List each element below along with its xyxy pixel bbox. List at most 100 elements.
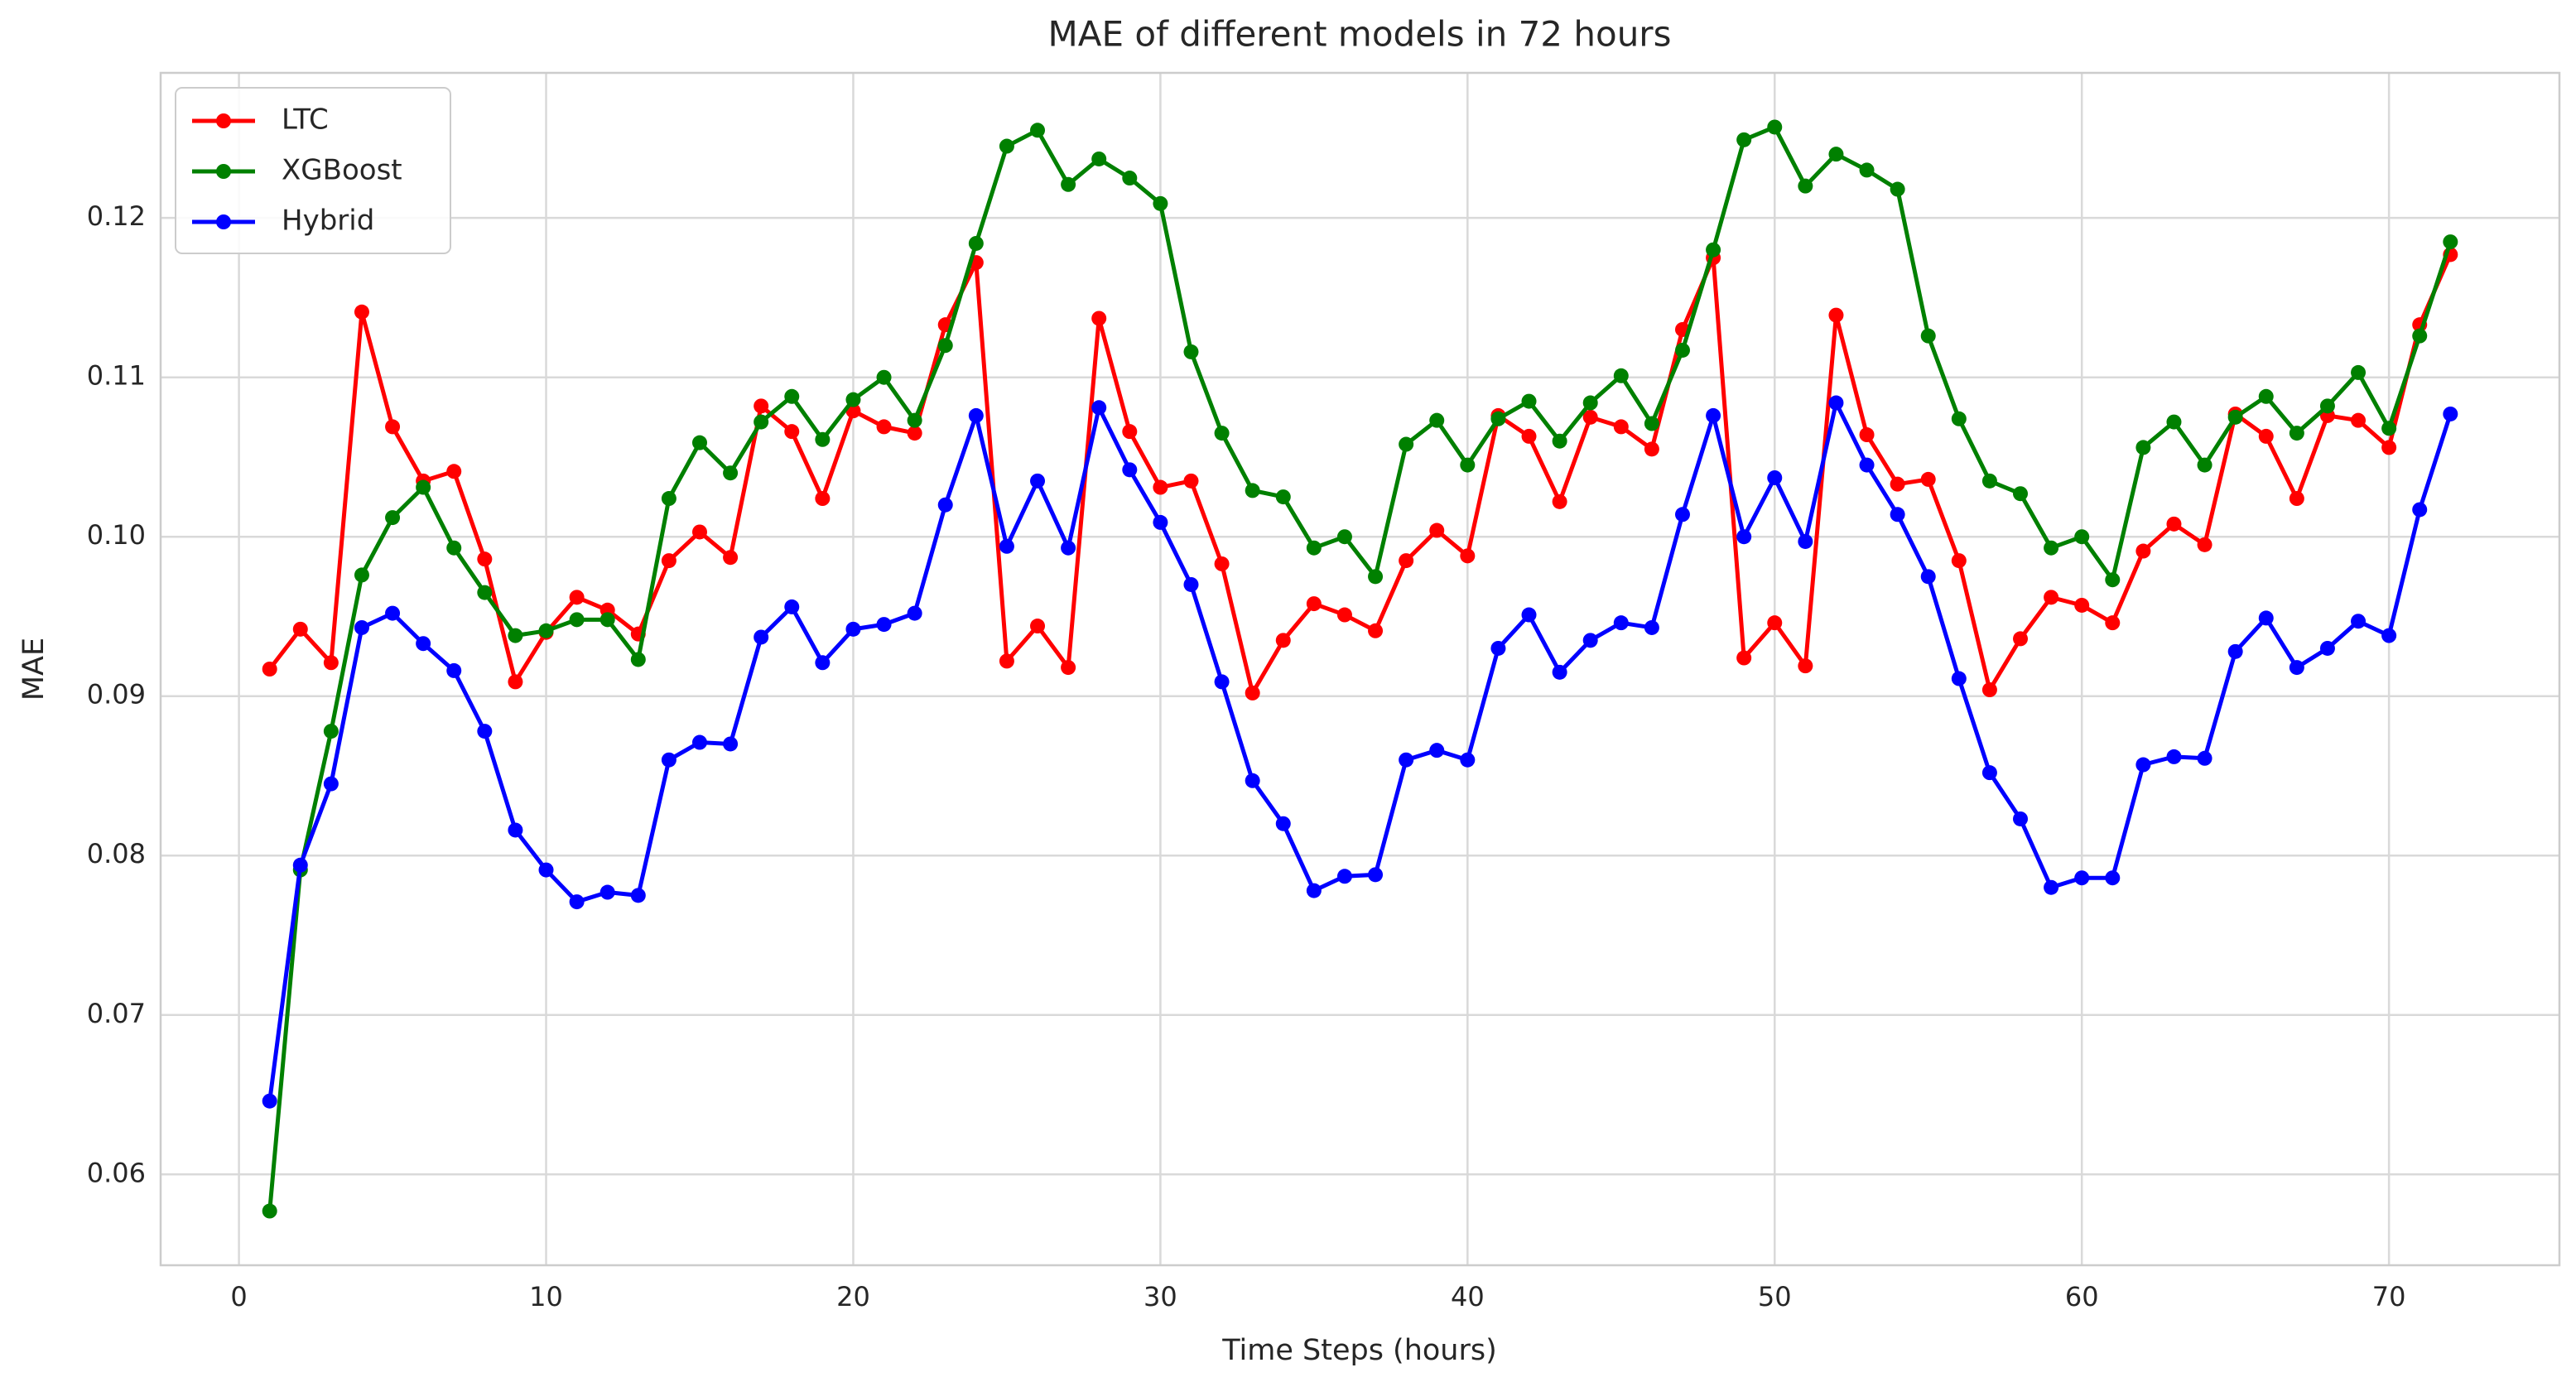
- data-point: [1091, 151, 1107, 166]
- data-point: [2381, 628, 2397, 643]
- data-point: [1245, 685, 1260, 701]
- data-point: [1859, 457, 1875, 473]
- data-point: [937, 497, 953, 513]
- data-point: [1368, 623, 1384, 638]
- data-point: [262, 662, 277, 677]
- data-point: [477, 551, 493, 567]
- data-point: [2044, 590, 2059, 605]
- data-point: [1798, 658, 1813, 674]
- data-point: [508, 822, 523, 838]
- data-point: [416, 636, 431, 652]
- data-point: [1736, 132, 1752, 147]
- legend-box: [175, 87, 451, 254]
- data-point: [1552, 494, 1567, 509]
- x-axis-label: Time Steps (hours): [1221, 1334, 1497, 1367]
- data-point: [1460, 457, 1476, 473]
- x-tick-label: 20: [836, 1281, 870, 1312]
- data-point: [784, 424, 800, 440]
- data-point: [1644, 416, 1659, 431]
- data-point: [262, 1093, 277, 1109]
- data-point: [1183, 344, 1199, 359]
- data-point: [446, 662, 462, 678]
- data-point: [876, 617, 892, 633]
- data-point: [1552, 433, 1567, 449]
- data-point: [1552, 664, 1567, 680]
- data-point: [2319, 398, 2335, 414]
- data-point: [1306, 883, 1322, 898]
- data-point: [2013, 811, 2029, 826]
- data-point: [2443, 234, 2458, 250]
- data-point: [2074, 597, 2090, 613]
- data-point: [723, 736, 739, 752]
- data-point: [1828, 395, 1844, 411]
- data-point: [292, 621, 308, 637]
- x-tick-label: 70: [2372, 1281, 2406, 1312]
- data-point: [2013, 631, 2029, 647]
- data-point: [784, 599, 800, 614]
- data-point: [1091, 311, 1107, 326]
- data-point: [1061, 660, 1076, 676]
- data-point: [1490, 640, 1506, 656]
- data-point: [968, 407, 984, 423]
- data-point: [1245, 483, 1260, 498]
- legend-marker: [216, 214, 231, 229]
- data-point: [599, 612, 615, 628]
- data-point: [845, 392, 861, 407]
- data-point: [1214, 674, 1230, 690]
- data-point: [599, 884, 615, 900]
- data-point: [1153, 514, 1168, 530]
- plot-frame: [159, 71, 2561, 1267]
- data-point: [1920, 328, 1936, 344]
- data-point: [2258, 428, 2274, 444]
- data-point: [1951, 553, 1967, 569]
- data-point: [876, 369, 892, 385]
- data-point: [2351, 364, 2367, 380]
- x-tick-label: 30: [1144, 1281, 1177, 1312]
- data-point: [1336, 869, 1352, 884]
- data-point: [1368, 569, 1384, 585]
- data-point: [2166, 749, 2182, 764]
- data-point: [262, 1203, 277, 1219]
- data-point: [1951, 671, 1967, 686]
- data-point: [1030, 123, 1046, 138]
- data-point: [2227, 409, 2243, 425]
- data-point: [1275, 489, 1291, 505]
- y-tick-label: 0.12: [87, 200, 146, 232]
- data-point: [538, 623, 554, 638]
- data-point: [1030, 473, 1046, 489]
- data-point: [815, 491, 831, 507]
- data-point: [1981, 682, 1997, 698]
- data-point: [999, 538, 1014, 554]
- data-point: [1153, 479, 1168, 495]
- data-point: [1490, 411, 1506, 426]
- data-point: [1521, 428, 1537, 444]
- legend-label: LTC: [282, 104, 329, 137]
- data-point: [508, 674, 523, 690]
- y-tick-label: 0.11: [87, 360, 146, 392]
- data-point: [661, 491, 677, 507]
- legend-label: Hybrid: [282, 205, 374, 238]
- data-point: [569, 612, 585, 628]
- data-point: [2197, 457, 2212, 473]
- data-point: [1429, 743, 1445, 758]
- data-point: [2289, 660, 2304, 676]
- data-point: [1736, 529, 1752, 545]
- data-point: [2289, 426, 2304, 441]
- data-point: [1890, 507, 1905, 522]
- data-point: [2381, 421, 2397, 436]
- data-point: [2105, 870, 2121, 886]
- data-point: [1460, 548, 1476, 564]
- legend: LTC XGBoost Hybrid: [175, 87, 451, 254]
- data-point: [1951, 411, 1967, 426]
- data-point: [2289, 491, 2304, 507]
- data-point: [1214, 426, 1230, 441]
- data-point: [2105, 615, 2121, 631]
- legend-label: XGBoost: [282, 154, 402, 187]
- data-point: [907, 412, 922, 428]
- data-point: [1091, 400, 1107, 416]
- data-point: [1981, 765, 1997, 781]
- data-point: [1183, 473, 1199, 489]
- data-point: [1644, 441, 1659, 457]
- data-point: [691, 734, 707, 750]
